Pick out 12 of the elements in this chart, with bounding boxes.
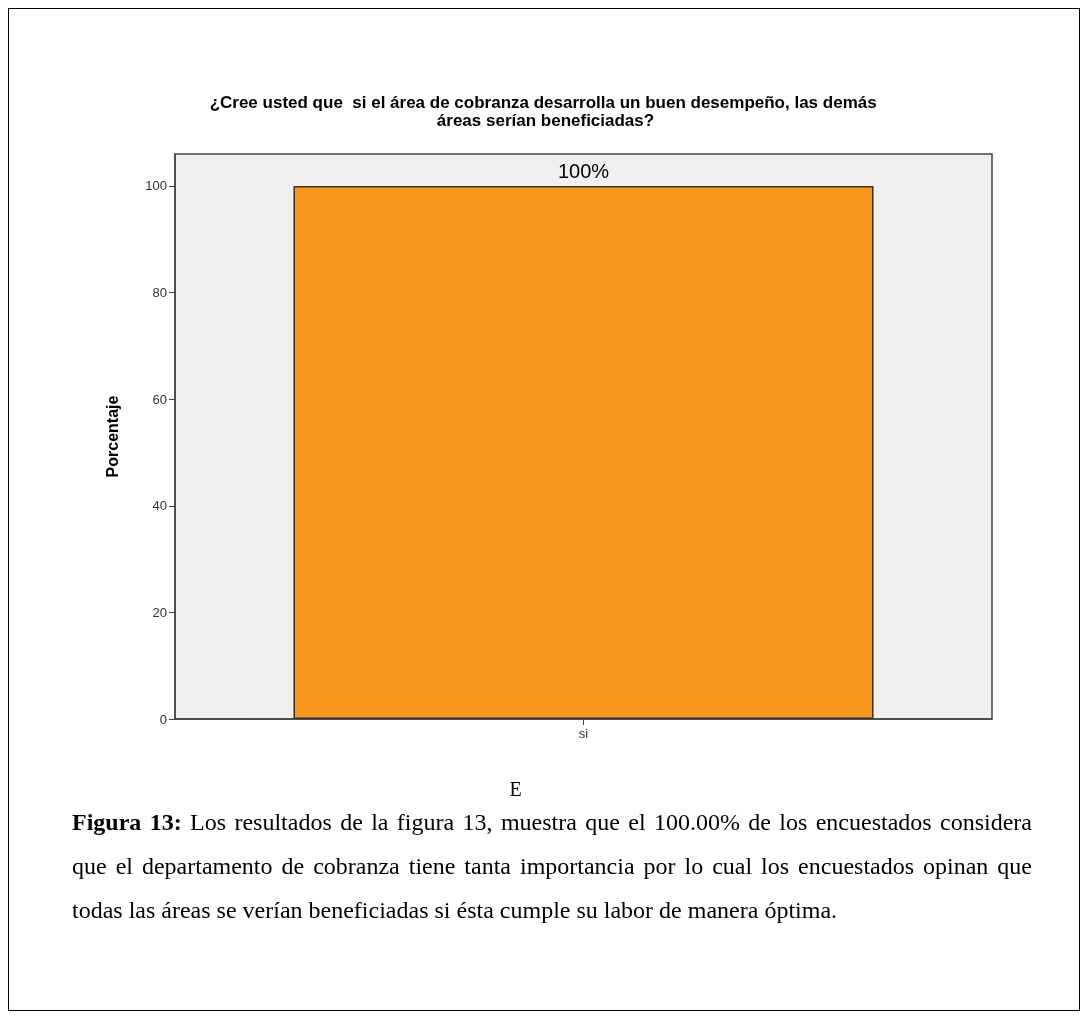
- y-tick-label: 100: [145, 178, 167, 194]
- x-tick-label: si: [578, 726, 589, 741]
- y-tick-label: 60: [152, 391, 167, 407]
- chart-title: ¿Cree usted que si el área de cobranza desarrolla un buen desempeño, las demás áreas serían beneficiadas?: [209, 92, 882, 130]
- y-tick-label: 80: [152, 285, 167, 301]
- y-axis-title: Porcentaje: [103, 395, 121, 478]
- y-tick-label: 0: [159, 711, 167, 727]
- x-axis-title: E: [508, 778, 523, 801]
- y-tick-label: 20: [152, 604, 167, 620]
- text: Figura 13: Los resultados de la figura 13, muestra que el 100.00% de los encuestados considera que el departamento de cobranza tiene tanta importancia por lo cual los encuestados opinan que todas las áreas se verían beneficiadas si ésta cumple su labor de manera óptima.: [72, 808, 1032, 925]
- y-tick-label: 40: [152, 498, 167, 514]
- data-label: 100%: [557, 159, 610, 182]
